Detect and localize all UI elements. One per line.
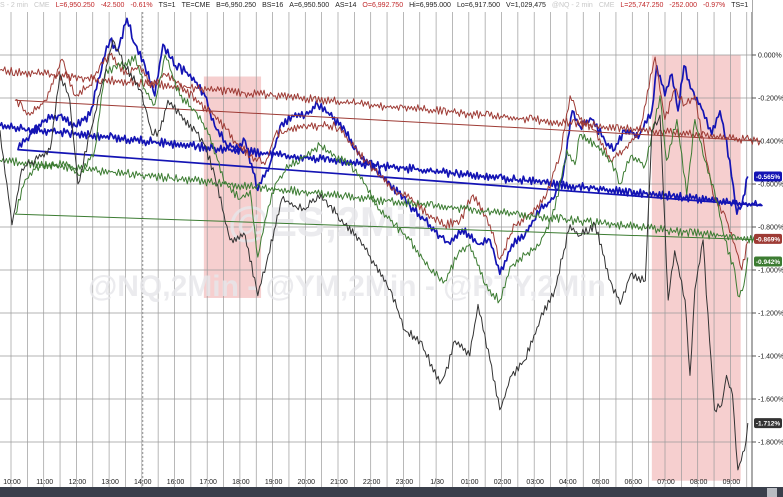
x-tick-label: 20:00 [298, 479, 316, 486]
header-field: TS=1 [158, 2, 176, 9]
last-value-label: -0.565% [756, 174, 780, 181]
y-tick-label: -0.200% [758, 96, 783, 103]
x-tick-label: 19:00 [265, 479, 283, 486]
x-tick-label: 13:00 [101, 479, 119, 486]
x-tick-label: 18:00 [232, 479, 250, 486]
y-tick-label: -1.600% [758, 397, 783, 404]
last-value-badge [754, 171, 782, 182]
series-line-3 [0, 54, 761, 304]
y-tick-label: -1.400% [758, 354, 783, 361]
horizontal-scrollbar[interactable] [0, 487, 783, 497]
header-field: -252.000 [669, 2, 698, 9]
scrollbar-thumb[interactable] [767, 488, 777, 497]
header-field: AS=14 [335, 2, 357, 9]
y-tick-label: 0.000% [758, 53, 782, 60]
x-tick-label: 16:00 [167, 479, 185, 486]
x-tick-label: 07:00 [657, 479, 675, 486]
x-tick-label: 04:00 [559, 479, 577, 486]
y-tick-label: -0.600% [758, 182, 783, 189]
x-tick-label: 05:00 [592, 479, 610, 486]
x-tick-label: 11:00 [36, 479, 53, 486]
header-field: TS=1 [731, 2, 749, 9]
header-field: CME [34, 2, 50, 9]
x-axis: 10:00 11:00 12:00 13:00 14:00 16:00 17:00 18:00… [3, 479, 740, 486]
header-field: @NQ - 2 min [551, 2, 593, 9]
header-field: S - 2 min [0, 2, 29, 9]
grid [0, 0, 753, 487]
header-field: -0.61% [130, 2, 153, 9]
symbol-quote-header: S - 2 min CME L=6,950.250 -42.500 -0.61% TS=1… [0, 0, 752, 12]
y-tick-label: -1.000% [758, 268, 783, 275]
header-field: -0.97% [703, 2, 726, 9]
watermark: @ES,2Min @NQ,2Min - @YM,2Min - @RTY,2Min [88, 198, 606, 303]
header-field: BS=16 [262, 2, 284, 9]
x-tick-label: 1/30 [430, 479, 444, 486]
y-tick-label: -1.200% [758, 311, 783, 318]
header-field: V=1,029,475 [505, 2, 546, 9]
x-tick-label: 12:00 [69, 479, 87, 486]
x-tick-label: 14:00 [134, 479, 152, 486]
x-tick-label: 23:00 [396, 479, 414, 486]
line-chart[interactable]: @ES,2Min @NQ,2Min - @YM,2Min - @RTY,2Min… [0, 0, 783, 487]
header-field: TE=CME [181, 2, 211, 9]
x-tick-label: 03:00 [526, 479, 544, 486]
x-tick-label: 01:00 [461, 479, 479, 486]
series-lines [0, 17, 763, 471]
header-field: Hi=6,995.000 [409, 2, 451, 9]
last-value-badges: -0.565% -0.869% -0.942% -1.712% [754, 171, 782, 429]
y-tick-label: -1.800% [758, 440, 783, 447]
x-tick-label: 17:00 [199, 479, 217, 486]
x-tick-label: 06:00 [625, 479, 643, 486]
watermark-line-2: @NQ,2Min - @YM,2Min - @RTY,2Min [88, 270, 606, 303]
series-line-2 [0, 52, 761, 271]
y-tick-label: -0.400% [758, 139, 783, 146]
x-tick-label: 22:00 [363, 479, 381, 486]
last-value-label: -0.942% [756, 259, 780, 266]
y-tick-label: -0.800% [758, 225, 783, 232]
last-value-badge [754, 256, 782, 267]
header-field: O=6,992.750 [362, 2, 404, 9]
x-tick-label: 09:00 [723, 479, 741, 486]
x-tick-label: 02:00 [494, 479, 512, 486]
header-field: A=6,950.500 [289, 2, 330, 9]
header-field: -42.500 [100, 2, 125, 9]
header-field: CME [598, 2, 615, 9]
last-value-badge [754, 233, 782, 244]
x-tick-label: 10:00 [3, 479, 21, 486]
last-value-label: -1.712% [756, 421, 780, 428]
header-field: L=6,950.250 [55, 2, 95, 9]
header-field: L=25,747.250 [620, 2, 664, 9]
series-line-4 [0, 39, 749, 471]
x-tick-label: 21:00 [330, 479, 348, 486]
y-axis: 0.000% -0.200% -0.400% -0.600% -0.800% -1.000… [752, 53, 783, 447]
last-value-label: -0.869% [756, 236, 780, 243]
last-value-badge [754, 418, 782, 429]
header-field: Lo=6,917.500 [456, 2, 500, 9]
x-tick-label: 08:00 [690, 479, 708, 486]
header-field: B=6,950.250 [216, 2, 257, 9]
